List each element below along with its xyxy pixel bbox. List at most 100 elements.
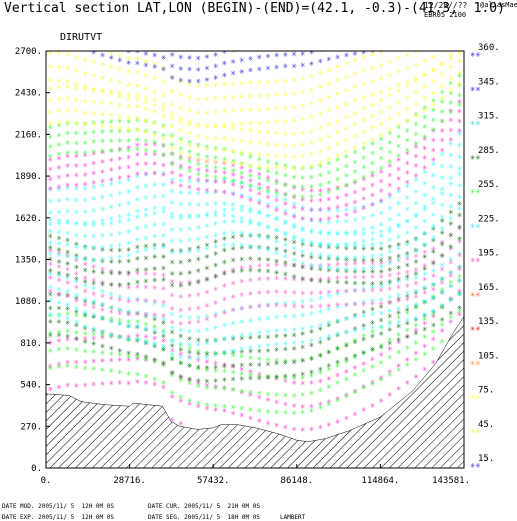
- band-marker: ✳: [178, 359, 184, 369]
- band-marker: ✳: [370, 211, 376, 221]
- band-marker: ✳: [274, 299, 280, 309]
- band-marker: ✳: [370, 100, 376, 110]
- band-marker: ✳: [379, 309, 385, 319]
- band-marker: ✳: [361, 279, 367, 289]
- band-marker: ✳: [361, 307, 367, 317]
- band-marker: ✳: [65, 236, 71, 246]
- band-marker: ✳: [405, 149, 411, 159]
- band-marker: ✳: [109, 230, 115, 240]
- band-marker: ✳: [431, 198, 437, 208]
- band-marker: ✳: [413, 152, 419, 162]
- band-marker: ✳: [300, 247, 306, 257]
- band-marker: ✳: [379, 47, 385, 57]
- band-marker: ✳: [431, 155, 437, 165]
- band-marker: ✳: [213, 350, 219, 360]
- band-marker: ✳: [152, 73, 158, 83]
- band-marker: ✳: [204, 312, 210, 322]
- band-marker: ✳: [326, 93, 332, 103]
- legend-swatch: ✳✳: [470, 393, 481, 403]
- band-marker: ✳: [370, 158, 376, 168]
- band-marker: ✳: [318, 109, 324, 119]
- band-marker: ✳: [178, 269, 184, 279]
- band-marker: ✳: [161, 284, 167, 294]
- band-marker: ✳: [48, 48, 54, 58]
- band-marker: ✳: [187, 344, 193, 354]
- band-marker: ✳: [48, 208, 54, 218]
- band-marker: ✳: [48, 142, 54, 152]
- band-marker: ✳: [213, 376, 219, 386]
- band-marker: ✳: [65, 82, 71, 92]
- band-marker: ✳: [422, 134, 428, 144]
- band-marker: ✳: [117, 332, 123, 342]
- band-marker: ✳: [152, 341, 158, 351]
- band-marker: ✳: [152, 169, 158, 179]
- band-marker: ✳: [440, 136, 446, 146]
- band-marker: ✳: [274, 163, 280, 173]
- band-marker: ✳: [100, 330, 106, 340]
- band-marker: ✳: [100, 333, 106, 343]
- band-marker: ✳: [300, 370, 306, 380]
- band-marker: ✳: [352, 253, 358, 263]
- band-marker: ✳: [65, 105, 71, 115]
- band-marker: ✳: [335, 140, 341, 150]
- band-marker: ✳: [213, 199, 219, 209]
- band-marker: ✳: [135, 235, 141, 245]
- band-marker: ✳: [74, 184, 80, 194]
- band-marker: ✳: [91, 118, 97, 128]
- band-marker: ✳: [361, 204, 367, 214]
- band-marker: ✳: [170, 130, 176, 140]
- band-marker: ✳: [135, 172, 141, 182]
- band-marker: ✳: [291, 338, 297, 348]
- band-marker: ✳: [370, 168, 376, 178]
- band-marker: ✳: [126, 334, 132, 344]
- band-marker: ✳: [91, 267, 97, 277]
- band-marker: ✳: [248, 176, 254, 186]
- band-marker: ✳: [413, 142, 419, 152]
- band-marker: ✳: [204, 188, 210, 198]
- band-marker: ✳: [440, 278, 446, 288]
- band-marker: ✳: [248, 186, 254, 196]
- band-marker: ✳: [48, 329, 54, 339]
- band-marker: ✳: [283, 207, 289, 217]
- band-marker: ✳: [396, 295, 402, 305]
- band-marker: ✳: [135, 160, 141, 170]
- band-marker: ✳: [422, 284, 428, 294]
- band-marker: ✳: [109, 280, 115, 290]
- band-marker: ✳: [405, 228, 411, 238]
- band-marker: ✳: [152, 203, 158, 213]
- band-marker: ✳: [91, 244, 97, 254]
- band-marker: ✳: [318, 57, 324, 67]
- band-marker: ✳: [100, 127, 106, 137]
- band-marker: ✳: [74, 118, 80, 128]
- band-marker: ✳: [413, 47, 419, 57]
- band-marker: ✳: [74, 283, 80, 293]
- band-marker: ✳: [344, 230, 350, 240]
- band-marker: ✳: [135, 369, 141, 379]
- band-marker: ✳: [178, 281, 184, 291]
- band-marker: ✳: [387, 138, 393, 148]
- band-marker: ✳: [318, 274, 324, 284]
- band-marker: ✳: [126, 296, 132, 306]
- band-marker: ✳: [143, 325, 149, 335]
- band-marker: ✳: [178, 181, 184, 191]
- band-marker: ✳: [352, 56, 358, 66]
- band-marker: ✳: [135, 125, 141, 135]
- band-marker: ✳: [196, 349, 202, 359]
- band-marker: ✳: [100, 356, 106, 366]
- band-marker: ✳: [283, 373, 289, 383]
- band-marker: ✳: [335, 254, 341, 264]
- band-marker: ✳: [457, 169, 463, 179]
- band-marker: ✳: [248, 54, 254, 64]
- band-marker: ✳: [222, 348, 228, 358]
- band-marker: ✳: [422, 269, 428, 279]
- band-marker: ✳: [109, 317, 115, 327]
- band-marker: ✳: [196, 108, 202, 118]
- band-marker: ✳: [335, 264, 341, 274]
- band-marker: ✳: [91, 303, 97, 313]
- band-marker: ✳: [300, 173, 306, 183]
- band-marker: ✳: [422, 311, 428, 321]
- band-marker: ✳: [100, 87, 106, 97]
- band-marker: ✳: [396, 132, 402, 142]
- band-marker: ✳: [187, 361, 193, 371]
- band-marker: ✳: [222, 168, 228, 178]
